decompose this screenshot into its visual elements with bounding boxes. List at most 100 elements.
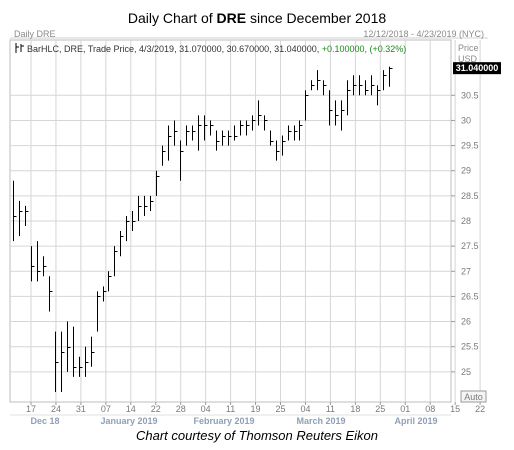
price-bar xyxy=(126,215,130,242)
price-bar xyxy=(186,125,190,146)
headline-ticker: DRE xyxy=(216,10,247,26)
price-bar xyxy=(222,130,226,146)
y-tick-label: 29 xyxy=(461,166,471,176)
price-bar xyxy=(49,276,53,312)
price-bar xyxy=(246,120,250,136)
x-tick-label: 01 xyxy=(400,404,410,414)
price-bar xyxy=(73,326,77,377)
x-tick-label: 04 xyxy=(201,404,211,414)
legend-text: BarHLC, DRE, Trade Price, 4/3/2019, 31.0… xyxy=(27,44,322,54)
price-bar xyxy=(252,115,256,131)
price-bar xyxy=(383,70,387,91)
auto-scale-button-frame[interactable] xyxy=(460,390,487,403)
y-tick-label: 27 xyxy=(461,266,471,276)
y-tick-label: 30.5 xyxy=(461,90,479,100)
y-tick-label: 26.5 xyxy=(461,291,479,301)
chart-headline: Daily Chart of DRE since December 2018 xyxy=(0,10,514,26)
price-bar xyxy=(37,241,41,282)
x-tick-label: 14 xyxy=(126,404,136,414)
x-month-label: April 2019 xyxy=(394,416,437,426)
y-tick-label: 30 xyxy=(461,115,471,125)
ohlc-bars xyxy=(13,66,393,392)
price-bar xyxy=(114,246,118,277)
price-bar xyxy=(19,200,23,237)
x-tick-label: 18 xyxy=(350,404,360,414)
price-bar xyxy=(365,80,369,96)
y-axis-title: Price xyxy=(458,43,479,53)
price-bar xyxy=(138,195,142,221)
y-tick-label: 29.5 xyxy=(461,141,479,151)
price-bar xyxy=(13,180,17,242)
price-bar xyxy=(377,85,381,106)
price-bar xyxy=(192,125,196,141)
price-bar xyxy=(234,125,238,141)
price-bar xyxy=(264,115,268,131)
price-bar xyxy=(270,130,274,146)
y-tick-label: 28 xyxy=(461,216,471,226)
price-bar xyxy=(120,231,124,257)
price-bar xyxy=(180,140,184,181)
price-bar xyxy=(91,336,95,367)
headline-prefix: Daily Chart of xyxy=(127,10,217,26)
price-bar xyxy=(299,120,303,141)
price-bar xyxy=(144,195,148,216)
x-tick-label: 08 xyxy=(425,404,435,414)
price-bar xyxy=(108,271,112,292)
price-bar xyxy=(103,286,107,302)
x-month-label: Dec 18 xyxy=(30,416,59,426)
price-bar xyxy=(276,140,280,161)
price-bar xyxy=(67,321,71,372)
x-month-label: January 2019 xyxy=(100,416,157,426)
last-price-label: 31.040000 xyxy=(456,63,499,73)
x-axis-months: Dec 18 January 2019 February 2019 March 201… xyxy=(30,416,437,426)
grid-vertical xyxy=(30,40,481,402)
price-bar xyxy=(240,120,244,136)
price-bar xyxy=(168,125,172,161)
y-tick-label: 25 xyxy=(461,367,471,377)
price-bar xyxy=(61,331,65,392)
price-bar xyxy=(359,75,363,96)
x-tick-label: 15 xyxy=(450,404,460,414)
price-bar xyxy=(174,120,178,146)
price-bar xyxy=(335,100,339,126)
price-bar xyxy=(353,75,357,96)
x-tick-label: 22 xyxy=(151,404,161,414)
x-month-label: March 2019 xyxy=(296,416,345,426)
price-bar xyxy=(305,90,309,121)
x-tick-label: 24 xyxy=(51,404,61,414)
price-bar xyxy=(371,75,375,96)
price-bar xyxy=(323,80,327,96)
price-bar xyxy=(311,80,315,91)
price-bar xyxy=(97,291,101,332)
price-bar xyxy=(210,120,214,136)
price-bar xyxy=(347,80,351,116)
price-bar xyxy=(150,195,154,211)
price-bar xyxy=(288,125,292,141)
svg-text:BarHLC, DRE, Trade Price, 4/3/: BarHLC, DRE, Trade Price, 4/3/2019, 31.0… xyxy=(27,44,406,54)
y-axis-unit: USD xyxy=(458,54,478,64)
price-bar xyxy=(204,115,208,141)
last-price-marker: 31.040000 xyxy=(453,62,501,75)
x-tick-label: 11 xyxy=(226,404,235,414)
auto-scale-label[interactable]: Auto xyxy=(464,392,483,402)
legend: BarHLC, DRE, Trade Price, 4/3/2019, 31.0… xyxy=(15,43,406,54)
price-bar xyxy=(198,115,202,151)
x-tick-label: 28 xyxy=(176,404,186,414)
y-tick-label: 27.5 xyxy=(461,241,479,251)
headline-suffix: since December 2018 xyxy=(246,10,387,26)
legend-change: +0.100000, (+0.32%) xyxy=(322,44,407,54)
price-bar xyxy=(43,256,47,277)
date-range-label: 12/12/2018 - 4/23/2019 (NYC) xyxy=(363,29,484,39)
price-bar xyxy=(55,331,59,392)
x-tick-label: 25 xyxy=(275,404,285,414)
x-tick-label: 11 xyxy=(326,404,335,414)
x-tick-label: 07 xyxy=(101,404,111,414)
x-tick-label: 04 xyxy=(300,404,310,414)
price-bar xyxy=(341,100,345,131)
x-tick-label: 19 xyxy=(251,404,261,414)
price-bar xyxy=(317,70,321,91)
auto-scale-button[interactable]: Auto xyxy=(460,390,487,403)
price-bar xyxy=(228,130,232,146)
price-bar xyxy=(389,66,393,87)
x-tick-label: 31 xyxy=(76,404,86,414)
